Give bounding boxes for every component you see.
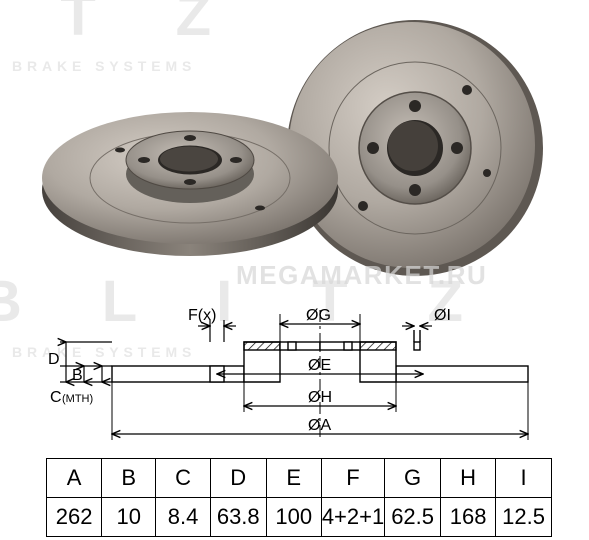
diagram-label-b: B xyxy=(72,367,83,384)
diagram-label-d: D xyxy=(48,351,60,368)
table-value-e: 100 xyxy=(266,498,321,537)
product-photo xyxy=(40,8,560,298)
table-value-a: 262 xyxy=(47,498,102,537)
table-header-h: H xyxy=(440,459,495,498)
table-header-e: E xyxy=(266,459,321,498)
table-header-b: B xyxy=(102,459,156,498)
brake-discs-illustration xyxy=(40,8,560,298)
table-value-d: 63.8 xyxy=(210,498,266,537)
technical-diagram: F(x) ØG ØI ØE ØH ØA xyxy=(20,306,579,451)
diagram-label-i: ØI xyxy=(434,307,451,324)
table-header-a: A xyxy=(47,459,102,498)
diagram-label-e: ØE xyxy=(308,357,331,374)
diagram-label-h: ØH xyxy=(308,389,332,406)
table-header-c: C xyxy=(156,459,211,498)
diagram-label-a: ØA xyxy=(308,417,331,434)
diagram-label-g: ØG xyxy=(306,307,331,324)
table-header-f: F xyxy=(321,459,384,498)
table-value-f: 4+2+1 xyxy=(321,498,384,537)
diagram-label-f: F(x) xyxy=(188,307,216,324)
table-value-g: 62.5 xyxy=(385,498,441,537)
diagram-label-mth: (MTH) xyxy=(62,393,93,405)
table-value-i: 12.5 xyxy=(496,498,552,537)
table-header-d: D xyxy=(210,459,266,498)
table-value-row: 262 10 8.4 63.8 100 4+2+1 62.5 168 12.5 xyxy=(47,498,552,537)
table-value-h: 168 xyxy=(440,498,495,537)
diagram-label-c: C xyxy=(50,389,62,406)
dimensions-table: A B C D E F G H I 262 10 8.4 63.8 100 4+… xyxy=(46,458,552,537)
table-header-row: A B C D E F G H I xyxy=(47,459,552,498)
table-header-g: G xyxy=(385,459,441,498)
table-header-i: I xyxy=(496,459,552,498)
table-value-c: 8.4 xyxy=(156,498,211,537)
table-value-b: 10 xyxy=(102,498,156,537)
